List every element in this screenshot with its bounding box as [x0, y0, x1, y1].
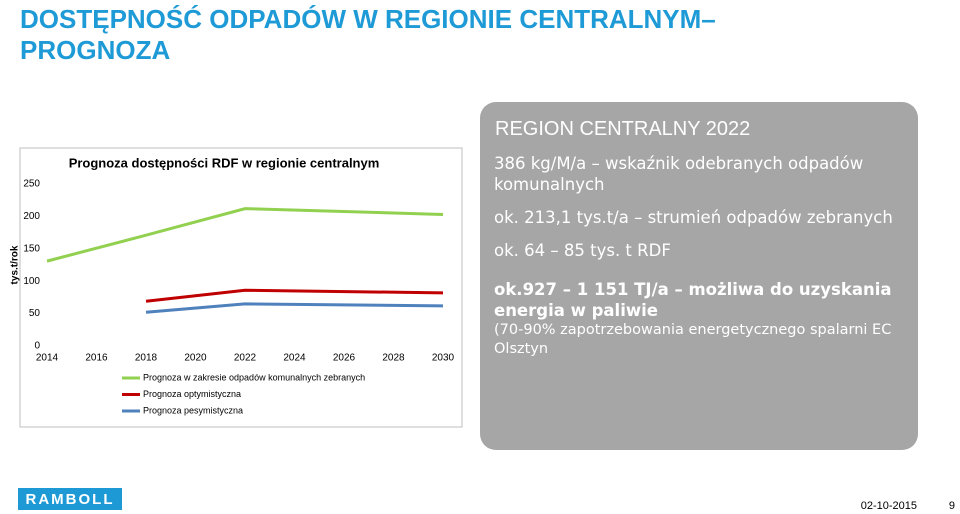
x-tick-label: 2014 — [36, 353, 59, 364]
series-line — [145, 288, 444, 303]
x-tick-label: 2030 — [432, 353, 455, 364]
x-tick-label: 2028 — [382, 353, 405, 364]
info-panel: REGION CENTRALNY 2022 386 kg/M/a – wskaź… — [480, 102, 918, 450]
x-tick-label: 2024 — [283, 353, 306, 364]
legend-label: Prognoza w zakresie odpadów komunalnych … — [143, 372, 365, 382]
panel-item: ok.927 – 1 151 TJ/a – możliwa do uzyskan… — [494, 280, 892, 320]
y-tick-label: 100 — [23, 276, 40, 287]
chart-title: Prognoza dostępności RDF w regionie cent… — [69, 155, 380, 170]
panel-item: (70-90% zapotrzebowania energetycznego s… — [494, 322, 892, 357]
panel-item: ok. 64 – 85 tys. t RDF — [494, 241, 671, 260]
x-tick-label: 2022 — [234, 353, 257, 364]
logo-box — [18, 488, 122, 510]
legend-label: Prognoza pesymistyczna — [143, 405, 243, 415]
chart-frame — [19, 147, 463, 428]
footer-date: 02-10-2015 — [861, 500, 917, 512]
page-number: 9 — [949, 500, 955, 512]
x-tick-label: 2018 — [135, 353, 158, 364]
panel-heading: REGION CENTRALNY 2022 — [495, 118, 751, 140]
y-tick-label: 50 — [29, 308, 41, 319]
y-axis-label: tys.t/rok — [10, 245, 21, 284]
series-line — [145, 302, 444, 314]
panel-item: ok. 213,1 tys.t/a – strumień odpadów zeb… — [494, 208, 893, 227]
y-tick-label: 0 — [34, 341, 40, 352]
x-tick-label: 2026 — [333, 353, 356, 364]
slide-title: DOSTĘPNOŚĆ ODPADÓW W REGIONIE CENTRALNYM… — [20, 4, 716, 65]
x-tick-label: 2016 — [85, 353, 108, 364]
y-tick-label: 250 — [23, 179, 40, 190]
x-tick-label: 2020 — [184, 353, 207, 364]
logo: RAMBOLL — [26, 491, 115, 508]
y-tick-label: 150 — [23, 243, 40, 254]
y-tick-label: 200 — [23, 211, 40, 222]
series-line — [46, 207, 444, 263]
legend-label: Prognoza optymistyczna — [143, 389, 241, 399]
panel-item: 386 kg/M/a – wskaźnik odebranych odpadów… — [494, 154, 864, 194]
